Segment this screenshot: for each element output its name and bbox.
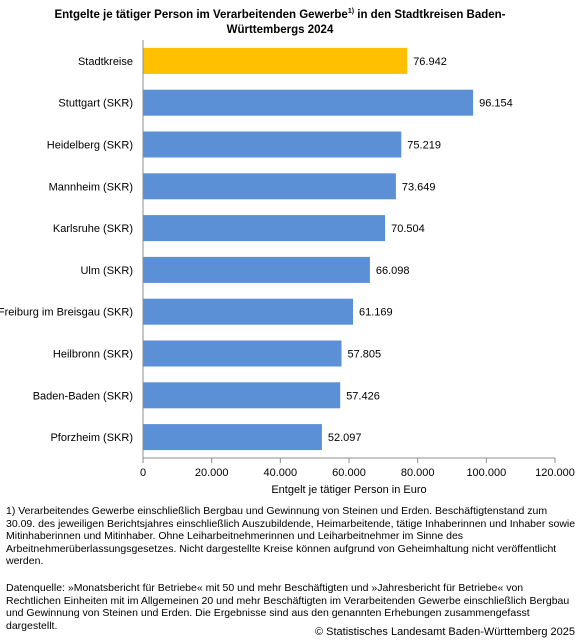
data-label: 75.219 xyxy=(407,140,441,152)
category-label: Baden-Baden (SKR) xyxy=(33,390,133,402)
category-label: Karlsruhe (SKR) xyxy=(53,223,133,235)
category-label: Stuttgart (SKR) xyxy=(58,98,133,110)
bar xyxy=(143,298,353,325)
x-tick-label: 0 xyxy=(140,467,146,479)
bar xyxy=(143,256,370,283)
category-label: Pforzheim (SKR) xyxy=(50,432,133,444)
title-line2: Württembergs 2024 xyxy=(226,23,334,36)
category-label: Freiburg im Breisgau (SKR) xyxy=(0,307,133,319)
data-label: 57.805 xyxy=(348,349,382,361)
data-label: 73.649 xyxy=(402,181,436,193)
bar xyxy=(143,382,341,409)
bar xyxy=(143,89,474,116)
bar-chart: Stadtkreise 76.942 Stuttgart (SKR) 96.154 He… xyxy=(0,40,575,496)
source-note: Datenquelle: »Monatsbericht für Betriebe… xyxy=(6,582,570,632)
data-label: 52.097 xyxy=(328,432,362,444)
bar xyxy=(143,215,386,242)
bar xyxy=(143,47,408,74)
x-tick-label: 60.000 xyxy=(332,467,366,479)
bar xyxy=(143,424,322,451)
copyright: © Statistisches Landesamt Baden-Württemb… xyxy=(314,626,575,638)
category-label: Mannheim (SKR) xyxy=(49,181,133,193)
data-label: 66.098 xyxy=(376,265,410,277)
category-label: Heidelberg (SKR) xyxy=(47,140,133,152)
x-tick-label: 100.000 xyxy=(466,467,506,479)
data-label: 76.942 xyxy=(413,56,447,68)
chart-title: Entgelte je tätiger Person im Verarbeite… xyxy=(20,4,540,38)
bar xyxy=(143,131,402,158)
category-label: Heilbronn (SKR) xyxy=(53,349,133,361)
title-footnote-mark: 1) xyxy=(347,8,355,15)
x-tick-label: 80.000 xyxy=(401,467,435,479)
category-label: Ulm (SKR) xyxy=(80,265,133,277)
x-tick-label: 20.000 xyxy=(195,467,229,479)
data-label: 96.154 xyxy=(479,98,513,110)
category-label: Stadtkreise xyxy=(78,56,133,68)
footnote-1: 1) Verarbeitendes Gewerbe einschließlich… xyxy=(6,505,576,567)
x-axis-title: Entgelt je tätiger Person in Euro xyxy=(271,484,426,496)
bar xyxy=(143,340,342,367)
title-line1-suffix: in den Stadtkreisen Baden- xyxy=(354,8,506,21)
data-label: 57.426 xyxy=(346,390,380,402)
title-line1-prefix: Entgelte je tätiger Person im Verarbeite… xyxy=(54,8,348,21)
data-label: 61.169 xyxy=(359,307,393,319)
x-tick-label: 40.000 xyxy=(264,467,298,479)
bar xyxy=(143,173,396,200)
x-tick-label: 120.000 xyxy=(535,467,575,479)
data-label: 70.504 xyxy=(391,223,425,235)
